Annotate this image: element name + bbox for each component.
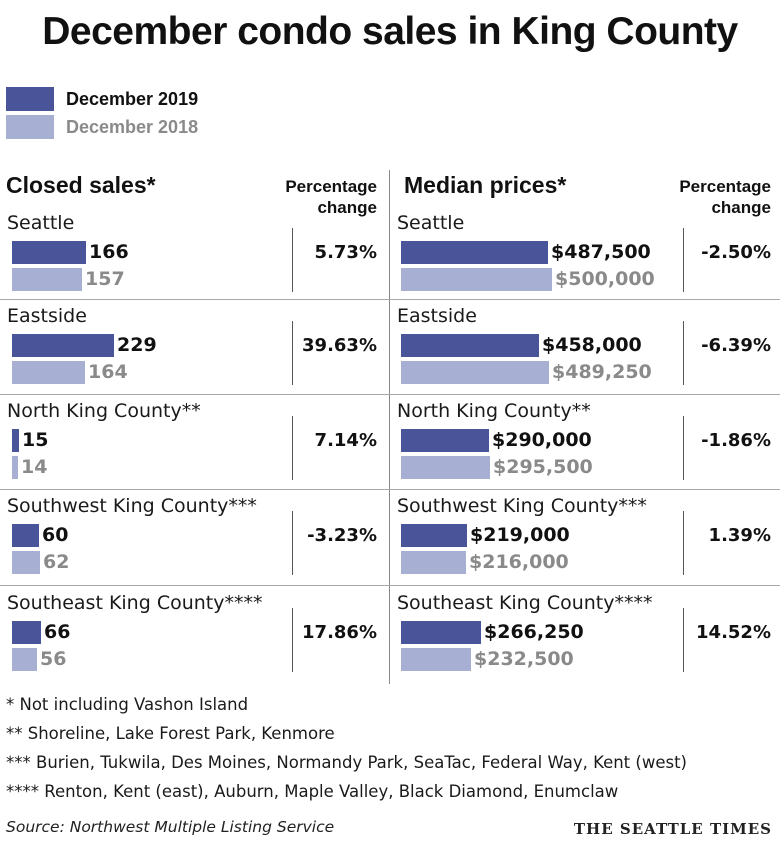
- median-value-label-2018: $489,250: [552, 361, 652, 383]
- median-bar-2019: [401, 334, 539, 357]
- closed-pct-divider: [292, 228, 293, 292]
- median-bar-2018: [401, 456, 490, 479]
- closed-percent-change: -3.23%: [307, 525, 377, 546]
- median-pct-header: Percentage change: [679, 176, 771, 218]
- legend-label-2018: December 2018: [66, 116, 199, 137]
- legend-label-2019: December 2019: [66, 88, 199, 109]
- median-bar-2019: [401, 241, 548, 264]
- median-percent-change: -2.50%: [701, 242, 771, 263]
- row-separator: [0, 299, 780, 300]
- footnotes: * Not including Vashon Island ** Shoreli…: [6, 690, 687, 806]
- median-bar-2019: [401, 429, 489, 452]
- row-separator: [0, 489, 780, 490]
- closed-region-label: Southeast King County****: [7, 592, 263, 614]
- closed-region-label: Seattle: [7, 212, 75, 234]
- footnote-4: **** Renton, Kent (east), Auburn, Maple …: [6, 782, 619, 801]
- closed-value-label-2018: 157: [85, 268, 125, 290]
- median-value-label-2019: $290,000: [492, 429, 592, 451]
- footnote-3: *** Burien, Tukwila, Des Moines, Normand…: [6, 753, 687, 772]
- median-value-label-2019: $266,250: [484, 621, 584, 643]
- closed-value-label-2018: 164: [88, 361, 128, 383]
- closed-value-label-2018: 14: [21, 456, 48, 478]
- median-pct-divider: [683, 228, 684, 292]
- closed-value-label-2018: 56: [40, 648, 67, 670]
- median-percent-change: -1.86%: [701, 430, 771, 451]
- legend-item-2018: December 2018: [6, 114, 198, 140]
- row-separator: [0, 585, 780, 586]
- median-value-label-2018: $232,500: [474, 648, 574, 670]
- closed-region-label: North King County**: [7, 400, 201, 422]
- closed-bar-2018: [12, 268, 82, 291]
- closed-bar-2018: [12, 361, 85, 384]
- median-pct-divider: [683, 608, 684, 672]
- footnote-1: * Not including Vashon Island: [6, 695, 249, 714]
- closed-value-label-2019: 15: [22, 429, 49, 451]
- median-percent-change: 14.52%: [696, 622, 771, 643]
- median-value-label-2019: $458,000: [542, 334, 642, 356]
- median-value-label-2018: $295,500: [493, 456, 593, 478]
- median-region-label: Eastside: [397, 305, 477, 327]
- legend-swatch-2019: [6, 87, 54, 111]
- median-bar-2018: [401, 361, 549, 384]
- closed-value-label-2019: 229: [117, 334, 157, 356]
- median-value-label-2018: $216,000: [469, 551, 569, 573]
- closed-percent-change: 7.14%: [314, 430, 377, 451]
- closed-value-label-2019: 66: [44, 621, 71, 643]
- footnote-2: ** Shoreline, Lake Forest Park, Kenmore: [6, 724, 335, 743]
- median-percent-change: -6.39%: [701, 335, 771, 356]
- median-pct-header-line1: Percentage: [679, 177, 771, 196]
- median-bar-2018: [401, 648, 471, 671]
- closed-region-label: Southwest King County***: [7, 495, 257, 517]
- median-value-label-2019: $219,000: [470, 524, 570, 546]
- publisher-logo: THE SEATTLE TIMES: [573, 820, 772, 838]
- median-pct-divider: [683, 416, 684, 480]
- closed-pct-header-line1: Percentage: [285, 177, 377, 196]
- closed-bar-2018: [12, 648, 37, 671]
- median-region-label: North King County**: [397, 400, 591, 422]
- closed-value-label-2019: 166: [89, 241, 129, 263]
- closed-percent-change: 39.63%: [302, 335, 377, 356]
- closed-bar-2019: [12, 334, 114, 357]
- closed-bar-2018: [12, 551, 40, 574]
- closed-pct-divider: [292, 608, 293, 672]
- median-bar-2018: [401, 268, 552, 291]
- panel-divider: [389, 170, 390, 684]
- closed-bar-2019: [12, 241, 86, 264]
- median-prices-header: Median prices*: [404, 172, 567, 198]
- closed-value-label-2019: 60: [42, 524, 69, 546]
- closed-bar-2019: [12, 621, 41, 644]
- closed-bar-2018: [12, 456, 18, 479]
- closed-bar-2019: [12, 524, 39, 547]
- closed-pct-header: Percentage change: [285, 176, 377, 218]
- median-bar-2018: [401, 551, 466, 574]
- source-note: Source: Northwest Multiple Listing Servi…: [6, 818, 335, 836]
- legend-swatch-2018: [6, 115, 54, 139]
- median-region-label: Seattle: [397, 212, 465, 234]
- median-percent-change: 1.39%: [708, 525, 771, 546]
- median-value-label-2018: $500,000: [555, 268, 655, 290]
- median-bar-2019: [401, 621, 481, 644]
- median-region-label: Southeast King County****: [397, 592, 653, 614]
- closed-percent-change: 17.86%: [302, 622, 377, 643]
- closed-sales-header: Closed sales*: [6, 172, 156, 198]
- median-pct-divider: [683, 511, 684, 575]
- closed-percent-change: 5.73%: [314, 242, 377, 263]
- row-separator: [0, 394, 780, 395]
- median-bar-2019: [401, 524, 467, 547]
- closed-pct-header-line2: change: [317, 198, 377, 217]
- median-pct-divider: [683, 321, 684, 385]
- chart-title: December condo sales in King County: [42, 10, 738, 53]
- median-value-label-2019: $487,500: [551, 241, 651, 263]
- closed-pct-divider: [292, 321, 293, 385]
- legend-item-2019: December 2019: [6, 86, 198, 112]
- median-region-label: Southwest King County***: [397, 495, 647, 517]
- legend: December 2019 December 2018: [6, 86, 198, 142]
- median-pct-header-line2: change: [711, 198, 771, 217]
- closed-value-label-2018: 62: [43, 551, 70, 573]
- closed-region-label: Eastside: [7, 305, 87, 327]
- closed-pct-divider: [292, 511, 293, 575]
- closed-pct-divider: [292, 416, 293, 480]
- closed-bar-2019: [12, 429, 19, 452]
